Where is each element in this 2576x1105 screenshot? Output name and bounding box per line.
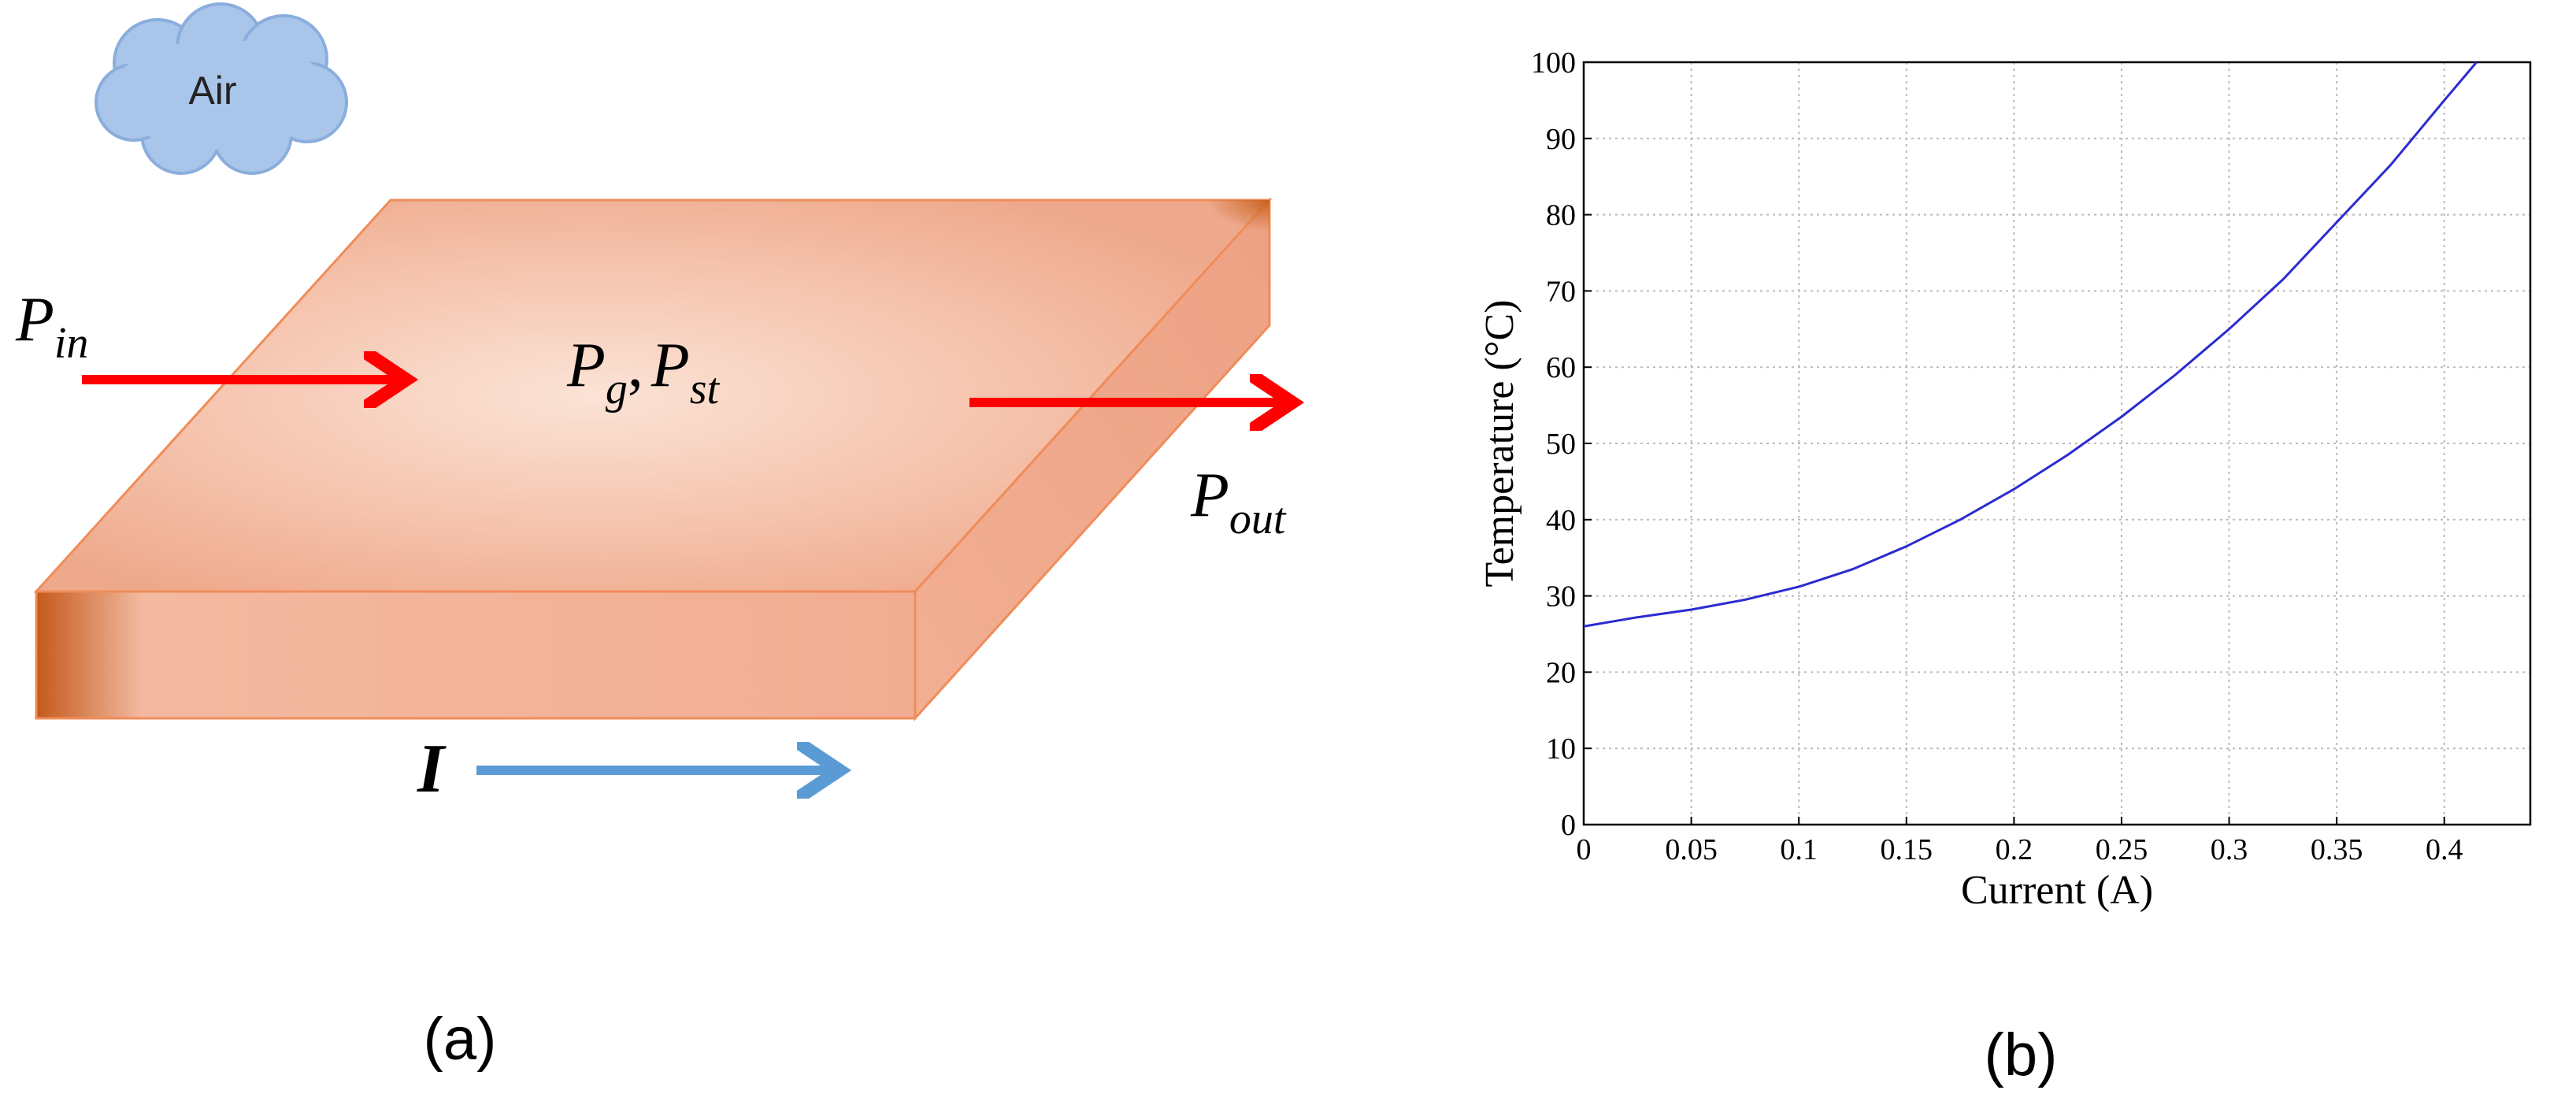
y-tick-label: 20 xyxy=(1546,656,1576,689)
y-tick-label: 50 xyxy=(1546,428,1576,461)
x-tick-label: 0.05 xyxy=(1665,833,1718,866)
y-tick-label: 40 xyxy=(1546,504,1576,537)
label-sub: out xyxy=(1229,495,1287,543)
label-main: P xyxy=(650,331,690,400)
cloud-label: Air xyxy=(188,69,236,113)
label-main: P xyxy=(15,285,54,354)
y-tick-label: 30 xyxy=(1546,580,1576,614)
label-sub: in xyxy=(54,319,89,368)
x-tick-label: 0.15 xyxy=(1881,833,1933,866)
y-tick-label: 10 xyxy=(1546,732,1576,766)
output-power-label: Pout xyxy=(1190,461,1287,543)
x-tick-label: 0.35 xyxy=(2311,833,2363,866)
x-tick-label: 0.1 xyxy=(1780,833,1818,866)
x-tick-label: 0.2 xyxy=(1996,833,2033,866)
y-tick-label: 100 xyxy=(1531,46,1576,80)
y-tick-label: 90 xyxy=(1546,123,1576,156)
input-power-label: Pin xyxy=(15,285,88,368)
panel-label: (b) xyxy=(1985,1022,2058,1088)
stored-power-label: Pg, Pst xyxy=(566,331,721,413)
data-line xyxy=(1583,61,2478,628)
y-tick-label: 80 xyxy=(1546,199,1576,232)
chart: 0 10 20 30 40 50 60 70 80 90 100 0 0.05 0.1 0.15 0.2 0.2… xyxy=(1477,46,2532,913)
y-axis-label: Temperature (°C) xyxy=(1477,299,1522,587)
x-tick-label: 0.3 xyxy=(2211,833,2248,866)
slab-corner-shade xyxy=(1024,200,1269,325)
x-tick-label: 0 xyxy=(1577,833,1592,866)
axes-frame xyxy=(1582,61,2532,826)
label-main: P xyxy=(566,331,606,400)
cloud xyxy=(95,2,348,175)
y-tick-label: 60 xyxy=(1546,351,1576,384)
y-tick-label: 70 xyxy=(1546,275,1576,308)
slab-front xyxy=(35,590,917,720)
y-tick-label: 0 xyxy=(1561,809,1576,842)
x-tick-label: 0.4 xyxy=(2426,833,2463,866)
x-tick-label: 0.25 xyxy=(2096,833,2148,866)
label-sub: g xyxy=(606,365,628,413)
current-label: I xyxy=(417,731,447,807)
x-axis-label: Current (A) xyxy=(1961,868,2153,913)
label-main: P xyxy=(1190,461,1229,530)
panel-label: (a) xyxy=(424,1006,497,1073)
label-sub: st xyxy=(690,365,721,413)
